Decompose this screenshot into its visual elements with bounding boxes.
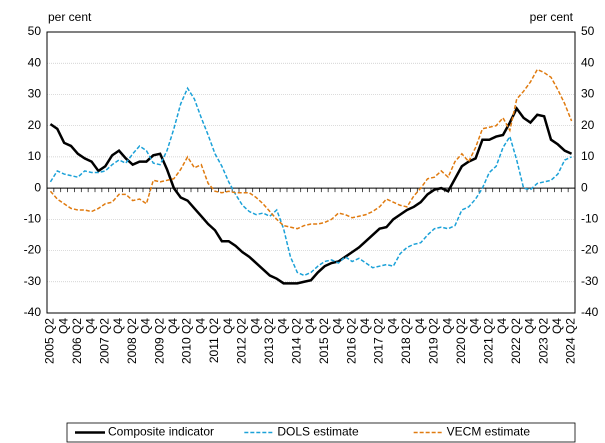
- y-tick-label: 50: [28, 24, 42, 38]
- legend-box: [66, 422, 576, 443]
- series-line: [49, 68, 573, 230]
- x-tick-label: 2010 Q2: [180, 318, 194, 364]
- x-tick-label: Q4: [248, 318, 262, 334]
- x-tick-label: Q4: [166, 318, 180, 334]
- y-tick-label: -20: [24, 243, 42, 257]
- x-tick-label: Q4: [111, 318, 125, 334]
- x-tick-label: 2016 Q2: [344, 318, 358, 364]
- x-tick-label: 2009 Q2: [152, 318, 166, 364]
- y-tick-label: 20: [28, 118, 42, 132]
- y-tick-label: 10: [28, 149, 42, 163]
- x-tick-label: Q4: [523, 318, 537, 334]
- x-tick-label: 2008 Q2: [125, 318, 139, 364]
- series-line: [49, 86, 572, 277]
- x-tick-label: 2019 Q2: [427, 318, 441, 364]
- y2-tick-label: 30: [581, 87, 595, 101]
- y2-tick-label: -20: [581, 243, 599, 257]
- legend-label: DOLS estimate: [277, 425, 359, 439]
- x-tick-label: 2022 Q2: [509, 318, 523, 364]
- x-tick-label: 2011 Q2: [207, 318, 221, 363]
- y2-axis-label: per cent: [530, 10, 574, 24]
- y2-tick-label: 10: [581, 149, 595, 163]
- x-tick-label: 2020 Q2: [454, 318, 468, 364]
- plot-frame: [46, 31, 576, 314]
- x-tick-label: Q4: [276, 318, 290, 334]
- x-tick-label: Q4: [358, 318, 372, 334]
- x-tick-label: 2014 Q2: [289, 318, 303, 364]
- x-tick-label: Q4: [413, 318, 427, 334]
- x-tick-label: 2005 Q2: [43, 318, 57, 364]
- y2-tick-label: 50: [581, 24, 595, 38]
- x-tick-label: Q4: [303, 318, 317, 334]
- x-tick-label: 2015 Q2: [317, 318, 331, 364]
- x-tick-label: 2023 Q2: [536, 318, 550, 364]
- x-tick-label: Q4: [221, 318, 235, 334]
- series-line: [49, 106, 573, 285]
- y-tick-label: 0: [34, 180, 41, 194]
- y-tick-label: -10: [24, 212, 42, 226]
- x-tick-label: Q4: [550, 318, 564, 334]
- y2-tick-label: 0: [581, 180, 588, 194]
- y2-tick-label: -30: [581, 274, 599, 288]
- y2-tick-label: 40: [581, 55, 595, 69]
- y-axis-label: per cent: [48, 10, 92, 24]
- x-tick-label: 2006 Q2: [70, 318, 84, 364]
- x-tick-label: Q4: [495, 318, 509, 334]
- x-tick-label: Q4: [56, 318, 70, 334]
- y2-tick-label: -40: [581, 305, 599, 319]
- legend-label: VECM estimate: [447, 425, 531, 439]
- x-tick-label: Q4: [84, 318, 98, 334]
- x-tick-label: Q4: [139, 318, 153, 334]
- x-tick-label: Q4: [468, 318, 482, 334]
- x-tick-label: 2017 Q2: [372, 318, 386, 364]
- y-tick-label: -40: [24, 305, 42, 319]
- y2-tick-label: 20: [581, 118, 595, 132]
- legend-label: Composite indicator: [108, 425, 214, 439]
- x-tick-label: 2018 Q2: [399, 318, 413, 364]
- x-tick-label: 2012 Q2: [235, 318, 249, 364]
- y2-tick-label: -10: [581, 212, 599, 226]
- x-tick-label: 2024 Q2: [564, 318, 578, 364]
- x-tick-label: Q4: [440, 318, 454, 334]
- x-tick-label: 2021 Q2: [481, 318, 495, 364]
- x-tick-label: 2013 Q2: [262, 318, 276, 364]
- y-tick-label: -30: [24, 274, 42, 288]
- x-tick-label: Q4: [385, 318, 399, 334]
- x-tick-label: Q4: [331, 318, 345, 334]
- y-tick-label: 30: [28, 87, 42, 101]
- x-tick-label: 2007 Q2: [97, 318, 111, 364]
- y-tick-label: 40: [28, 55, 42, 69]
- x-tick-label: Q4: [193, 318, 207, 334]
